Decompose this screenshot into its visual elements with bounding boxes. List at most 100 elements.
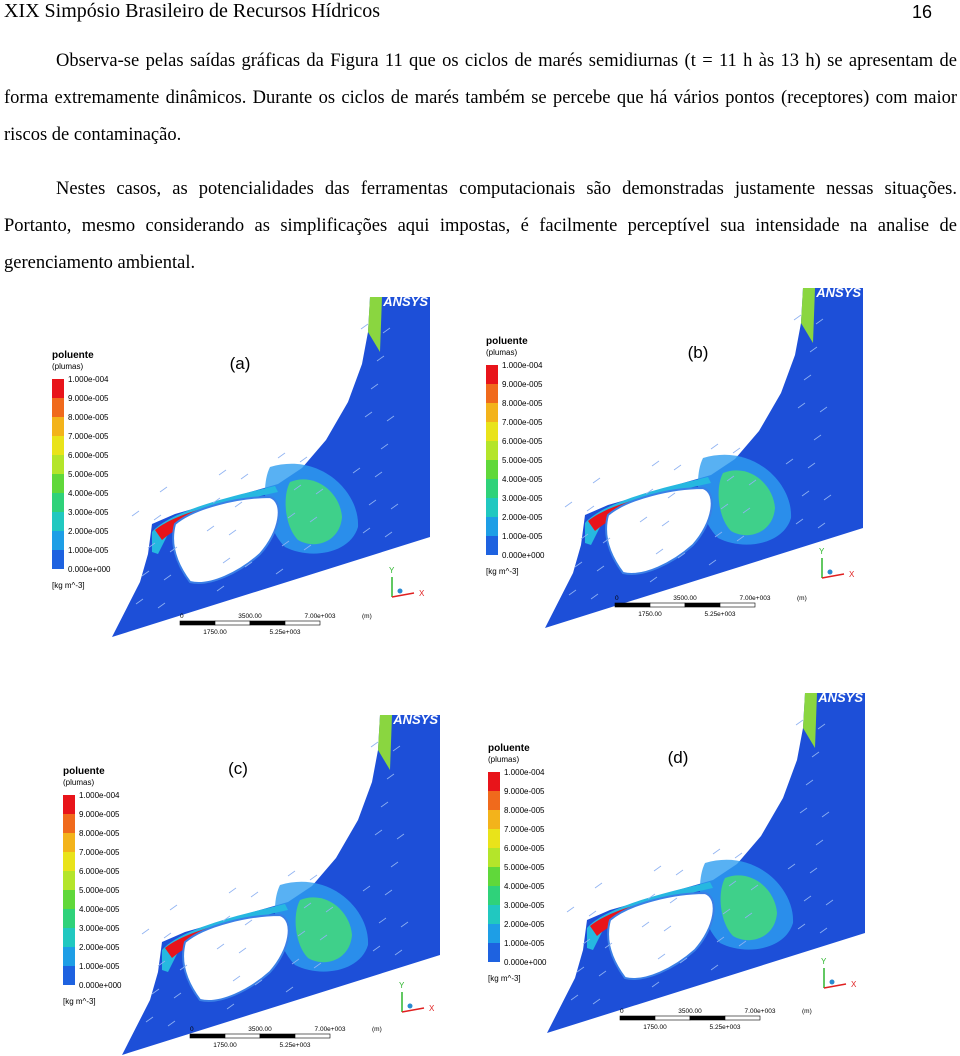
flow-vector [592,998,601,1005]
flow-vector [303,544,312,551]
flow-vector [602,537,611,544]
flow-vector [667,492,676,499]
legend-label: 8.000e-005 [502,399,543,408]
flow-vector [163,932,172,939]
scale-segment [614,602,651,608]
legend-label: 7.000e-005 [502,418,543,427]
flow-vector [720,503,729,510]
flow-vector [380,801,389,808]
legend-label: 9.000e-005 [504,787,545,796]
flow-vector [807,462,816,469]
flow-vector [159,486,168,493]
flow-vector [216,585,225,592]
coast-strip [803,693,817,748]
flow-vector [582,938,591,945]
flow-vector [386,773,395,780]
flow-vector [797,402,806,409]
scale-label: 1750.00 [638,611,662,618]
scale-label: 0 [620,1008,624,1015]
plume [285,479,342,545]
legend-swatch [488,829,500,848]
flow-vector [805,779,814,786]
legend-label: 8.000e-005 [504,806,545,815]
legend-swatch [63,909,75,928]
scale-segment [214,620,251,626]
flow-vector [817,522,826,529]
flow-vector [651,460,660,467]
legend-swatch [488,867,500,886]
flow-vector [588,910,597,917]
island [605,486,713,575]
flow-vector [744,912,753,919]
flow-vector [748,479,757,486]
coast-strip [368,297,382,352]
flow-vector [141,928,150,935]
legend-label: 4.000e-005 [68,489,109,498]
page-number: 16 [911,2,932,22]
legend-unit: [kg m^-3] [63,997,96,1006]
flow-vector [216,943,225,950]
flow-vector [586,505,595,512]
flow-vector [647,893,656,900]
flow-vector [232,975,241,982]
flow-vector [370,741,379,748]
flow-vector [653,865,662,872]
legend-swatch [63,947,75,966]
legend-label: 9.000e-005 [79,810,120,819]
flow-vector [378,917,387,924]
legend-label: 6.000e-005 [79,867,120,876]
flow-vector [811,751,820,758]
legend-label: 1.000e-005 [79,962,120,971]
flow-vector [226,1003,235,1010]
flow-vector [394,949,403,956]
legend-swatch [52,531,64,550]
flow-vector [362,527,371,534]
legend-swatch [63,852,75,871]
flow-vector [386,415,395,422]
flow-vector [222,915,231,922]
flow-vector [275,568,284,575]
legend-swatch [488,886,500,905]
flow-vector [352,467,361,474]
flow-vector [823,494,832,501]
flow-vector [795,518,804,525]
flow-vector [580,533,589,540]
flow-vector [131,510,140,517]
flow-vector [287,870,296,877]
cfd-map: ANSYS [547,690,865,1033]
plume [295,897,352,963]
scale-segment [224,1033,261,1039]
flow-vector [360,323,369,330]
scale-label: 1750.00 [643,1024,667,1031]
legend-swatch [52,398,64,417]
scale-unit: (m) [797,595,807,602]
flow-vector [825,899,834,906]
logo: ANSYS [382,294,428,309]
scale-label: 0 [615,595,619,602]
flow-vector [728,880,737,887]
flow-vector [821,811,830,818]
scale-segment [259,1033,296,1039]
flow-vector [169,904,178,911]
axis-x-label: X [419,589,425,598]
flow-vector [380,443,389,450]
cfd-map: ANSYS [545,285,863,628]
flow-vector [153,514,162,521]
scale-segment [724,1015,761,1021]
figure-panel: ANSYS (d) poluente(plumas) 1.000e-004 9.000e… [488,690,865,1033]
flow-vector [362,885,371,892]
flow-vector [147,542,156,549]
flow-vector [384,889,393,896]
flow-vector [785,458,794,465]
axis-x [401,1007,425,1013]
legend-unit: [kg m^-3] [486,567,519,576]
scale-label: 5.25e+003 [710,1024,741,1031]
axis-x-label: X [851,980,857,989]
flow-vector [228,529,237,536]
axis-y-label: Y [819,547,825,556]
legend-subtitle: (plumas) [63,778,94,787]
legend-swatch [486,517,498,536]
legend-label: 2.000e-005 [68,527,109,536]
legend-swatch [488,772,500,791]
